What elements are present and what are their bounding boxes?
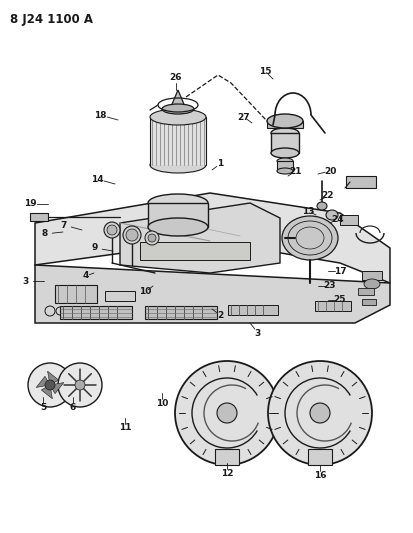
Polygon shape bbox=[35, 265, 389, 323]
Ellipse shape bbox=[267, 361, 371, 465]
Text: 19: 19 bbox=[24, 199, 36, 208]
Text: 18: 18 bbox=[93, 110, 106, 119]
Ellipse shape bbox=[145, 231, 159, 245]
Ellipse shape bbox=[271, 128, 298, 138]
Text: 10: 10 bbox=[138, 287, 151, 296]
Bar bbox=[214, 449, 238, 465]
Ellipse shape bbox=[75, 380, 85, 390]
Ellipse shape bbox=[276, 158, 292, 164]
Bar bbox=[361, 271, 381, 280]
Bar bbox=[339, 215, 357, 225]
Ellipse shape bbox=[316, 202, 326, 210]
Ellipse shape bbox=[104, 222, 120, 238]
Ellipse shape bbox=[363, 279, 379, 289]
Ellipse shape bbox=[28, 363, 72, 407]
Ellipse shape bbox=[266, 114, 302, 128]
Ellipse shape bbox=[175, 361, 278, 465]
Ellipse shape bbox=[325, 210, 337, 220]
Bar bbox=[105, 291, 135, 301]
Ellipse shape bbox=[147, 218, 207, 236]
Polygon shape bbox=[47, 371, 59, 385]
Text: 24: 24 bbox=[331, 214, 344, 223]
Bar bbox=[361, 299, 375, 305]
Bar bbox=[30, 213, 48, 221]
Text: 8: 8 bbox=[42, 230, 48, 238]
Ellipse shape bbox=[216, 403, 236, 423]
Ellipse shape bbox=[147, 234, 156, 242]
Text: 25: 25 bbox=[333, 295, 345, 304]
Bar bbox=[145, 306, 216, 319]
Ellipse shape bbox=[309, 403, 329, 423]
Ellipse shape bbox=[58, 363, 102, 407]
Text: 8 J24 1100 A: 8 J24 1100 A bbox=[10, 13, 93, 26]
Text: 11: 11 bbox=[119, 424, 131, 432]
Text: 3: 3 bbox=[254, 328, 261, 337]
Text: 17: 17 bbox=[333, 266, 346, 276]
Text: 12: 12 bbox=[220, 469, 233, 478]
Polygon shape bbox=[36, 376, 50, 387]
Text: 23: 23 bbox=[323, 281, 335, 290]
Text: 4: 4 bbox=[83, 271, 89, 280]
Text: 16: 16 bbox=[313, 471, 325, 480]
Polygon shape bbox=[50, 383, 64, 394]
Ellipse shape bbox=[150, 109, 206, 125]
Ellipse shape bbox=[150, 157, 206, 173]
Ellipse shape bbox=[45, 380, 55, 390]
Text: 20: 20 bbox=[323, 166, 335, 175]
Bar bbox=[140, 242, 249, 260]
Text: 15: 15 bbox=[258, 67, 271, 76]
Bar bbox=[150, 117, 206, 165]
Ellipse shape bbox=[276, 168, 292, 174]
Text: 26: 26 bbox=[169, 74, 182, 83]
Text: 10: 10 bbox=[155, 399, 168, 408]
Text: 3: 3 bbox=[23, 277, 29, 286]
Text: 13: 13 bbox=[301, 206, 313, 215]
Bar bbox=[345, 176, 375, 188]
Ellipse shape bbox=[271, 148, 298, 158]
Text: 1: 1 bbox=[216, 159, 223, 168]
Text: 6: 6 bbox=[70, 402, 76, 411]
Bar bbox=[357, 288, 373, 295]
Ellipse shape bbox=[161, 104, 194, 114]
Polygon shape bbox=[120, 203, 279, 273]
Text: 21: 21 bbox=[289, 166, 301, 175]
Text: 7: 7 bbox=[61, 221, 67, 230]
Bar bbox=[266, 121, 302, 128]
Text: 14: 14 bbox=[90, 174, 103, 183]
Ellipse shape bbox=[126, 229, 138, 241]
Bar bbox=[228, 305, 277, 315]
Bar bbox=[271, 133, 298, 153]
Bar bbox=[276, 161, 292, 171]
Ellipse shape bbox=[123, 226, 141, 244]
Polygon shape bbox=[35, 193, 389, 283]
Text: 2: 2 bbox=[216, 311, 223, 319]
Polygon shape bbox=[170, 90, 185, 109]
Bar bbox=[55, 285, 97, 303]
Bar bbox=[307, 449, 331, 465]
Text: 22: 22 bbox=[321, 191, 333, 200]
Polygon shape bbox=[41, 385, 52, 399]
Bar bbox=[60, 306, 132, 319]
Text: 9: 9 bbox=[92, 244, 98, 253]
Ellipse shape bbox=[147, 194, 207, 212]
Bar bbox=[147, 203, 207, 227]
Ellipse shape bbox=[107, 225, 117, 235]
Bar bbox=[314, 301, 350, 311]
Ellipse shape bbox=[281, 216, 337, 260]
Text: 27: 27 bbox=[237, 112, 250, 122]
Text: 5: 5 bbox=[40, 402, 46, 411]
